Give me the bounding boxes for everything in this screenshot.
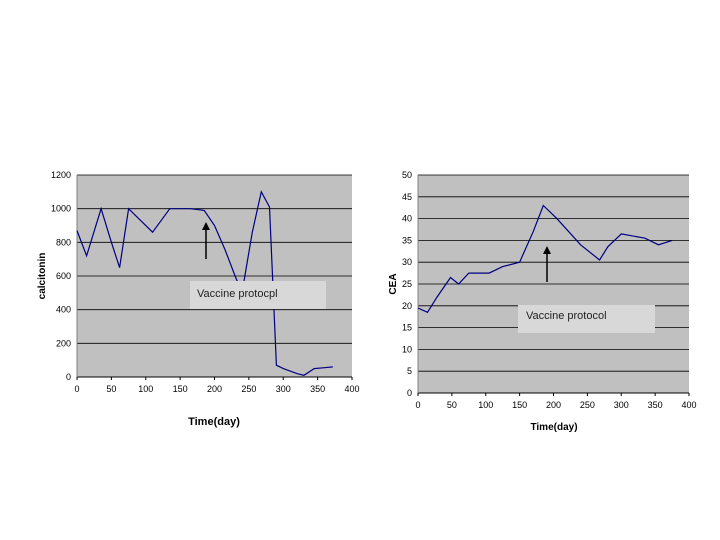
- x-tick-label: 150: [512, 400, 527, 410]
- y-tick-labels: 0 5 10 15 20 25 30 35 40 45 50: [402, 170, 412, 398]
- x-axis-title: Time(day): [530, 422, 577, 433]
- calcitonin-series-line: [76, 190, 333, 376]
- x-tick-label: 300: [614, 400, 629, 410]
- x-tick-label: 200: [546, 400, 561, 410]
- y-axis-title: CEA: [388, 273, 399, 294]
- annotation-text: Vaccine protocol: [526, 310, 607, 322]
- annotation-arrow-head: [202, 222, 210, 230]
- x-axis-title: Time(day): [188, 416, 240, 428]
- y-tick-label: 15: [402, 323, 412, 333]
- y-tick-label: 30: [402, 257, 412, 267]
- y-tick-label: 25: [402, 279, 412, 289]
- y-tick-label: 5: [407, 366, 412, 376]
- x-tick-label: 0: [415, 400, 420, 410]
- x-tick-label: 300: [276, 384, 291, 394]
- annotation-box: [518, 305, 655, 333]
- y-axis-title: calcitonin: [37, 253, 48, 300]
- y-tick-label: 200: [56, 338, 71, 348]
- y-tick-label: 0: [66, 372, 71, 382]
- y-tick-label: 35: [402, 235, 412, 245]
- y-tick-label: 1000: [51, 204, 71, 214]
- y-tick-label: 1200: [51, 170, 71, 180]
- y-tick-label: 45: [402, 192, 412, 202]
- x-tick-label: 50: [447, 400, 457, 410]
- x-tick-labels: 0 50 100 150 200 250 300 350 400: [74, 384, 359, 394]
- x-tick-label: 350: [310, 384, 325, 394]
- annotation-box: [190, 281, 326, 309]
- y-tick-label: 800: [56, 237, 71, 247]
- y-tick-label: 0: [407, 388, 412, 398]
- x-tick-labels: 0 50 100 150 200 250 300 350 400: [415, 400, 696, 410]
- x-tick-label: 200: [207, 384, 222, 394]
- y-tick-label: 10: [402, 344, 412, 354]
- x-tick-label: 400: [344, 384, 359, 394]
- x-tick-label: 0: [74, 384, 79, 394]
- x-tick-label: 250: [580, 400, 595, 410]
- y-tick-label: 600: [56, 271, 71, 281]
- grid-lines: [76, 174, 353, 380]
- x-tick-label: 400: [681, 400, 696, 410]
- y-tick-label: 50: [402, 170, 412, 180]
- x-tick-label: 100: [478, 400, 493, 410]
- y-tick-labels: 0 200 400 600 800 1000 1200: [51, 170, 71, 382]
- x-tick-label: 150: [173, 384, 188, 394]
- x-tick-label: 350: [648, 400, 663, 410]
- cea-series-line: [417, 204, 673, 314]
- y-tick-label: 20: [402, 301, 412, 311]
- grid-lines: [417, 174, 690, 396]
- x-tick-label: 100: [138, 384, 153, 394]
- y-tick-label: 400: [56, 305, 71, 315]
- annotation-arrow-head: [543, 246, 551, 254]
- annotation-text: Vaccine protocpl: [197, 288, 278, 300]
- x-tick-label: 50: [106, 384, 116, 394]
- y-tick-label: 40: [402, 214, 412, 224]
- x-tick-label: 250: [241, 384, 256, 394]
